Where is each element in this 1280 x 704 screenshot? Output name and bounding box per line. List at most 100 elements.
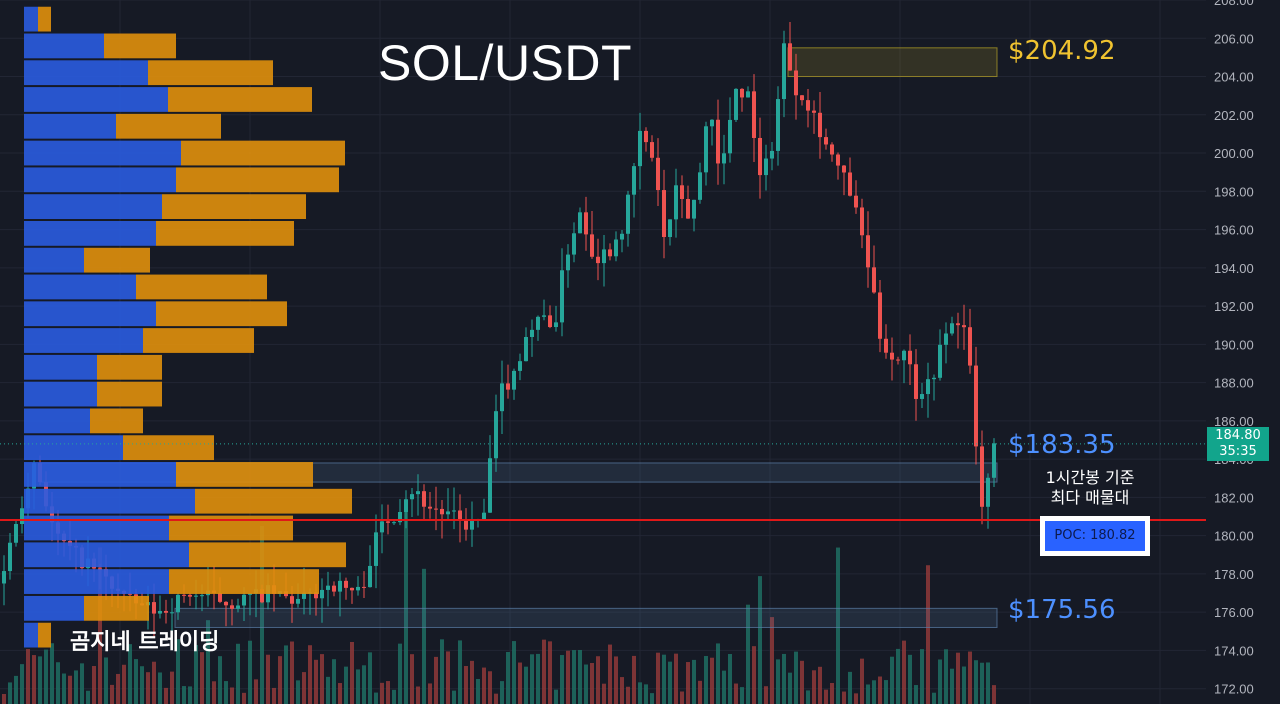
profile-sell-bar — [38, 6, 51, 32]
volume-bar — [812, 670, 816, 704]
axis-tick-label: 208.00 — [1214, 0, 1254, 8]
volume-bar — [614, 656, 618, 704]
last-price-badge[interactable]: 184.80 35:35 — [1207, 427, 1269, 461]
profile-sell-bar — [84, 595, 149, 621]
volume-bar — [194, 645, 198, 704]
candle-body — [800, 95, 804, 101]
candle-body — [560, 270, 564, 323]
candle-body — [170, 612, 174, 614]
volume-bar — [644, 684, 648, 704]
watermark: 곰지네 트레이딩 — [70, 630, 220, 655]
volume-bar — [392, 689, 396, 704]
profile-sell-bar — [162, 194, 306, 219]
candle-body — [506, 383, 510, 390]
volume-bar — [698, 680, 702, 704]
candle-body — [464, 520, 468, 530]
volume-bar — [338, 683, 342, 704]
volume-bar — [98, 547, 102, 704]
volume-bar — [362, 665, 366, 704]
volume-bar — [350, 641, 354, 704]
candle-body — [836, 154, 840, 166]
candle-body — [398, 512, 402, 523]
candle-body — [446, 511, 450, 515]
volume-bar — [632, 655, 636, 704]
candle-body — [854, 195, 858, 208]
candle-body — [926, 379, 930, 395]
profile-sell-bar — [90, 408, 143, 434]
volume-bar — [44, 649, 48, 704]
candle-body — [974, 365, 978, 447]
candle-body — [980, 446, 984, 507]
volume-bar — [704, 656, 708, 704]
volume-bar — [332, 659, 336, 704]
volume-bar — [506, 651, 510, 704]
candle-body — [536, 316, 540, 330]
profile-sell-bar — [168, 87, 312, 112]
candle-body — [590, 234, 594, 257]
volume-bar — [50, 643, 54, 704]
volume-bar — [158, 672, 162, 704]
volume-bar — [590, 663, 594, 704]
candle-body — [638, 130, 642, 167]
candle-body — [890, 352, 894, 360]
volume-bar — [902, 640, 906, 704]
volume-profile — [24, 6, 352, 648]
volume-bar — [32, 655, 36, 704]
candle-body — [410, 494, 414, 500]
volume-bar — [212, 681, 216, 704]
candle-body — [200, 595, 204, 597]
volume-bar — [398, 643, 402, 704]
axis-background — [1206, 0, 1280, 704]
volume-bar — [128, 644, 132, 704]
volume-bar — [758, 576, 762, 704]
candle-body — [314, 592, 318, 599]
candle-body — [710, 119, 714, 127]
volume-bar — [530, 654, 534, 704]
volume-bar — [326, 676, 330, 704]
profile-buy-bar — [24, 622, 38, 648]
volume-bar — [752, 646, 756, 704]
candle-body — [992, 443, 996, 478]
candle-body — [776, 99, 780, 151]
volume-bar — [896, 648, 900, 704]
candle-body — [698, 172, 702, 200]
candle-body — [518, 361, 522, 371]
volume-bar — [182, 686, 186, 704]
volume-bar — [452, 690, 456, 704]
volume-bar — [314, 659, 318, 704]
candle-body — [818, 112, 822, 138]
axis-tick-label: 200.00 — [1214, 146, 1254, 161]
candle-body — [98, 568, 102, 570]
profile-buy-bar — [24, 247, 84, 273]
volume-bar — [806, 690, 810, 704]
candle-body — [248, 593, 252, 595]
volume-bar — [386, 681, 390, 704]
profile-buy-bar — [24, 221, 156, 246]
candle-body — [896, 359, 900, 361]
volume-bar — [554, 689, 558, 704]
volume-bar — [308, 645, 312, 704]
price-axis[interactable]: 172.00 174.00 176.00 178.00 180.00 182.00 184.… — [1206, 0, 1280, 704]
volume-bar — [518, 662, 522, 704]
volume-bar — [482, 667, 486, 704]
profile-buy-bar — [24, 435, 123, 461]
volume-bar — [860, 658, 864, 704]
candle-body — [716, 119, 720, 164]
candle-body — [740, 88, 744, 98]
candle-body — [188, 594, 192, 597]
candle-body — [962, 325, 966, 328]
volume-bar — [980, 662, 984, 704]
volume-bar — [716, 643, 720, 704]
volume-bar — [638, 682, 642, 704]
volume-bar — [800, 660, 804, 704]
profile-buy-bar — [24, 87, 168, 112]
candle-body — [224, 601, 228, 606]
candle-body — [620, 233, 624, 240]
volume-bar — [560, 655, 564, 704]
volume-bar — [260, 526, 264, 704]
volume-bar — [464, 666, 468, 704]
volume-bar — [908, 654, 912, 704]
candle-body — [830, 144, 834, 155]
poc-note: 1시간봉 기준 최다 매물대 — [1030, 468, 1150, 508]
